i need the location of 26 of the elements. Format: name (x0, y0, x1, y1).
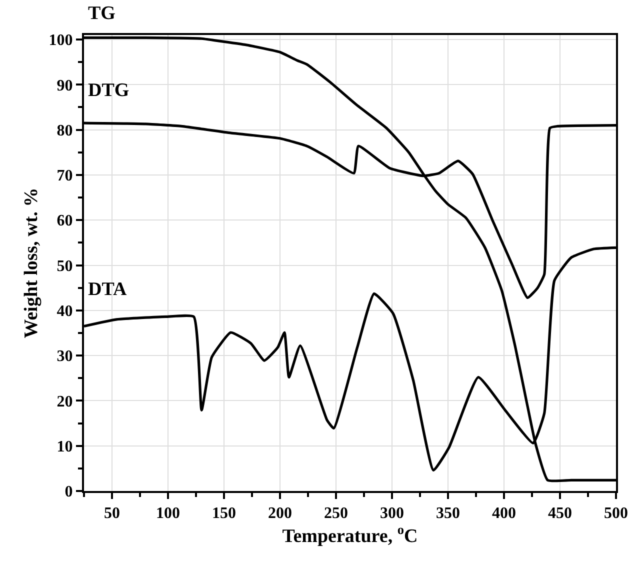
x-tick-label: 250 (324, 505, 348, 522)
x-tick-label: 350 (436, 505, 460, 522)
y-tick-label: 50 (56, 258, 73, 275)
y-tick-label: 70 (56, 168, 73, 185)
x-tick-label: 450 (548, 505, 572, 522)
x-tick-label: 150 (212, 505, 236, 522)
x-tick-label: 200 (268, 505, 292, 522)
y-tick-label: 0 (64, 484, 73, 501)
y-tick-label: 90 (56, 77, 73, 94)
x-axis-title: Temperature, $^{o}$C (282, 522, 418, 548)
series-label: DTA (88, 279, 127, 300)
x-tick-label: 50 (104, 505, 120, 522)
x-tick-label: 300 (380, 505, 404, 522)
y-tick-label: 30 (56, 348, 73, 366)
x-tick-label: 100 (156, 505, 180, 522)
y-tick-label: 40 (56, 303, 73, 320)
y-axis-title: Weight loss, wt. % (21, 188, 42, 338)
y-tick-label: 100 (48, 32, 73, 50)
y-tick-label: 20 (56, 393, 73, 410)
x-tick-label: 400 (492, 505, 516, 522)
x-tick-label: 500 (604, 505, 628, 522)
y-tick-label: 60 (56, 212, 73, 230)
y-tick-label: 10 (56, 438, 73, 456)
y-tick-label: 80 (56, 122, 73, 140)
series-label: TG (88, 3, 116, 24)
series-label: DTG (88, 80, 130, 101)
